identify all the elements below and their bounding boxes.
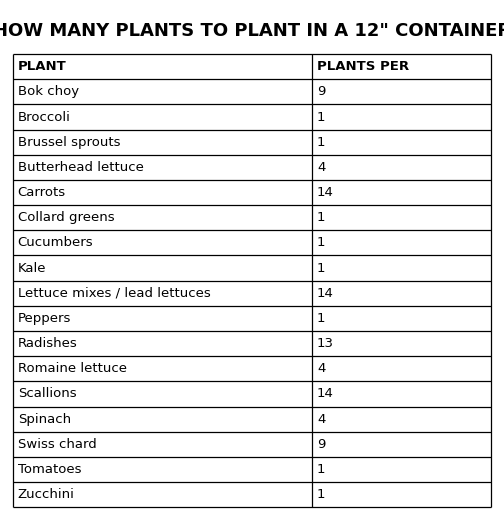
Text: Collard greens: Collard greens [18,211,114,224]
Text: Zucchini: Zucchini [18,488,75,501]
Text: 14: 14 [317,186,334,199]
Text: 1: 1 [317,463,326,476]
Text: Lettuce mixes / lead lettuces: Lettuce mixes / lead lettuces [18,287,210,300]
Text: 1: 1 [317,312,326,325]
Text: Tomatoes: Tomatoes [18,463,81,476]
Text: 1: 1 [317,211,326,224]
Text: 1: 1 [317,262,326,274]
Text: 9: 9 [317,438,325,451]
Text: Scallions: Scallions [18,387,76,401]
Text: Broccoli: Broccoli [18,111,71,124]
Text: Peppers: Peppers [18,312,71,325]
Text: Romaine lettuce: Romaine lettuce [18,362,127,375]
Text: Butterhead lettuce: Butterhead lettuce [18,161,144,174]
Text: 1: 1 [317,236,326,249]
Text: Kale: Kale [18,262,46,274]
Text: Cucumbers: Cucumbers [18,236,93,249]
Text: Swiss chard: Swiss chard [18,438,96,451]
Text: Spinach: Spinach [18,413,71,426]
Text: Radishes: Radishes [18,337,78,350]
Text: 1: 1 [317,135,326,149]
Text: 14: 14 [317,387,334,401]
Text: 4: 4 [317,161,325,174]
Text: Brussel sprouts: Brussel sprouts [18,135,120,149]
Text: PLANT: PLANT [18,60,67,73]
Text: 13: 13 [317,337,334,350]
Text: 1: 1 [317,111,326,124]
Text: Carrots: Carrots [18,186,66,199]
Text: 14: 14 [317,287,334,300]
Text: 9: 9 [317,85,325,98]
Text: Bok choy: Bok choy [18,85,79,98]
Text: 4: 4 [317,413,325,426]
Text: PLANTS PER: PLANTS PER [317,60,409,73]
Text: HOW MANY PLANTS TO PLANT IN A 12" CONTAINER: HOW MANY PLANTS TO PLANT IN A 12" CONTAI… [0,22,504,40]
Text: 4: 4 [317,362,325,375]
Text: 1: 1 [317,488,326,501]
